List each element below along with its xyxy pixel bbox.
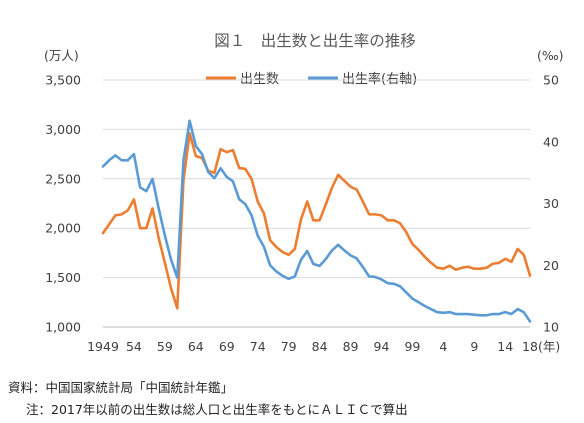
- x-tick-label: 84: [312, 339, 328, 354]
- right-axis-ticks: 10 20 30 40 50: [543, 73, 559, 335]
- gridlines: [103, 79, 530, 328]
- x-tick-label: 9: [470, 339, 478, 354]
- left-axis-ticks: 1,000 1,500 2,000 2,500 3,000 3,500: [45, 73, 81, 335]
- footnote: 注：2017年以前の出生数は総人口と出生率をもとにＡＬＩＣで算出: [26, 402, 408, 417]
- x-tick-label: 79: [281, 339, 297, 354]
- x-tick-label: 69: [219, 339, 235, 354]
- x-axis-unit: (年): [538, 339, 560, 354]
- right-tick-label: 40: [543, 134, 559, 149]
- legend-label-birth-rate: 出生率(右軸): [342, 71, 417, 87]
- right-tick-label: 30: [543, 196, 559, 211]
- x-tick-label: 4: [439, 339, 447, 354]
- left-tick-label: 3,500: [45, 73, 81, 88]
- left-axis-unit: (万人): [44, 48, 79, 63]
- legend: 出生数 出生率(右軸): [206, 71, 417, 87]
- series-line-births: [101, 132, 532, 310]
- x-tick-label: 1949: [87, 339, 119, 354]
- left-tick-label: 1,500: [45, 270, 81, 285]
- chart-title: 図１ 出生数と出生率の推移: [214, 32, 416, 50]
- x-axis-ticks: 1949 54 59 64 69 74 79 84 89 94 99 4 9 14 18 (年): [87, 339, 560, 354]
- x-tick-label: 64: [188, 339, 204, 354]
- x-tick-label: 99: [404, 339, 420, 354]
- series-layer: [101, 119, 532, 323]
- left-tick-label: 2,500: [45, 171, 81, 186]
- x-tick-label: 89: [343, 339, 359, 354]
- right-axis-unit: (‰): [537, 48, 564, 63]
- x-tick-label: 74: [250, 339, 266, 354]
- series-line-birth-rate: [101, 119, 532, 323]
- x-tick-label: 59: [157, 339, 173, 354]
- right-tick-label: 10: [543, 320, 559, 335]
- left-tick-label: 3,000: [45, 122, 81, 137]
- right-tick-label: 20: [543, 258, 559, 273]
- left-tick-label: 1,000: [45, 320, 81, 335]
- x-tick-label: 94: [374, 339, 390, 354]
- x-tick-label: 18: [522, 339, 538, 354]
- x-tick-label: 14: [497, 339, 513, 354]
- source-note: 資料：中国国家統計局「中国統計年鑑」: [8, 380, 234, 395]
- x-tick-label: 54: [126, 339, 142, 354]
- left-tick-label: 2,000: [45, 221, 81, 236]
- right-tick-label: 50: [543, 73, 559, 88]
